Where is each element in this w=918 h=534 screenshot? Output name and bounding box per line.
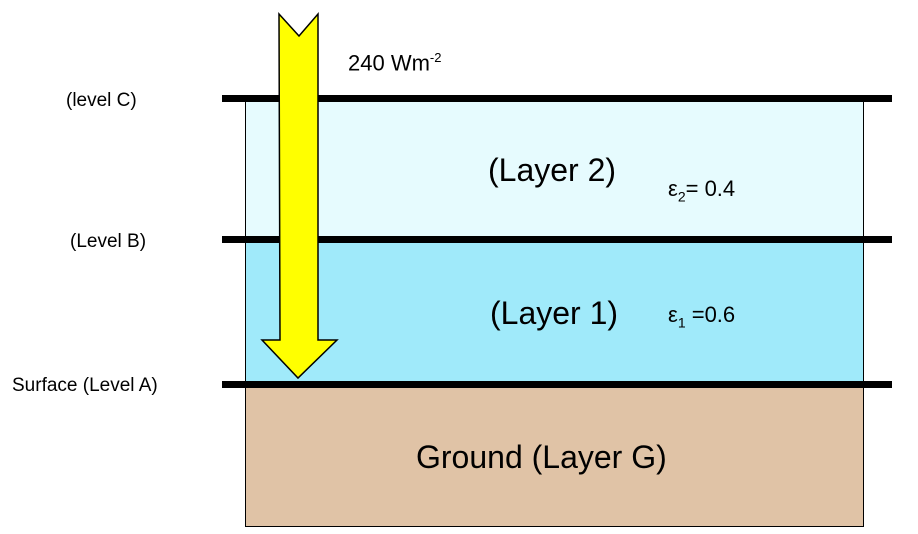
- layer-2-box: [245, 98, 864, 240]
- ground-box: [245, 385, 864, 527]
- level-a-label: Surface (Level A): [12, 375, 158, 396]
- eps1-symbol: ε: [668, 302, 678, 327]
- layer-2-label: (Layer 2): [488, 152, 617, 188]
- level-b-label: (Level B): [70, 231, 147, 252]
- level-b-line: [222, 236, 892, 243]
- eps1-value: =0.6: [685, 302, 736, 327]
- flux-exponent: -2: [429, 50, 442, 65]
- flux-value: 240 Wm: [348, 50, 430, 76]
- arrow-shape: [260, 11, 339, 380]
- eps2-symbol: ε: [668, 176, 678, 201]
- level-c-line: [222, 95, 892, 102]
- eps2-subscript: 2: [677, 188, 686, 205]
- level-c-label: (level C): [66, 90, 137, 111]
- eps1-subscript: 1: [677, 314, 686, 331]
- layer-1-label: (Layer 1): [490, 295, 619, 331]
- layer-1-emissivity: ε1 =0.6: [668, 302, 735, 330]
- layer-1-box: [245, 240, 864, 385]
- incoming-flux-label: 240 Wm-2: [348, 50, 441, 76]
- eps2-value: = 0.4: [685, 176, 736, 201]
- layer-2-emissivity: ε2= 0.4: [668, 176, 735, 204]
- level-a-line: [222, 381, 892, 388]
- ground-label: Ground (Layer G): [416, 439, 667, 475]
